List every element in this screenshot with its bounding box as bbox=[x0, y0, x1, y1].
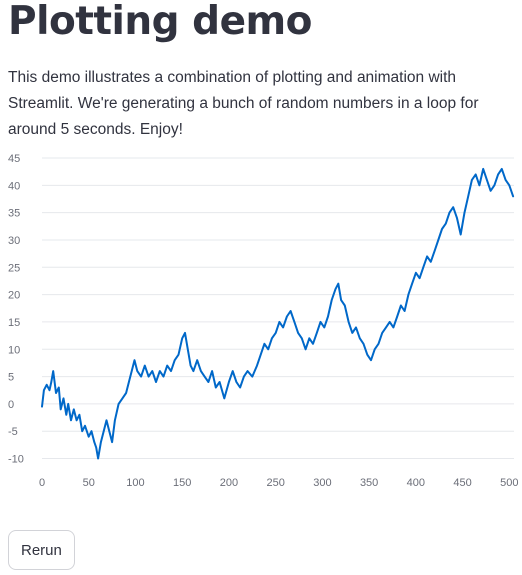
x-tick-label: 200 bbox=[220, 477, 238, 489]
y-tick-label: 20 bbox=[8, 290, 20, 302]
x-tick-label: 50 bbox=[83, 477, 95, 489]
y-tick-label: 45 bbox=[8, 153, 20, 165]
rerun-button[interactable]: Rerun bbox=[8, 530, 75, 570]
x-tick-label: 400 bbox=[407, 477, 425, 489]
x-tick-label: 0 bbox=[39, 477, 45, 489]
y-tick-label: -5 bbox=[8, 426, 18, 438]
line-chart[interactable]: -10 -5 0 5 10 15 20 25 30 35 40 45 0 50 100 150 200 250 30… bbox=[8, 152, 522, 492]
y-tick-label: 5 bbox=[8, 372, 14, 384]
series-line[interactable] bbox=[41, 167, 515, 460]
y-tick-label: 0 bbox=[8, 399, 14, 411]
page-title: Plotting demo bbox=[8, 0, 312, 44]
y-tick-label: 30 bbox=[8, 235, 20, 247]
y-tick-label: 35 bbox=[8, 208, 20, 220]
x-tick-label: 500 bbox=[500, 477, 518, 489]
x-tick-label: 300 bbox=[313, 477, 331, 489]
y-tick-label: 15 bbox=[8, 317, 20, 329]
x-tick-label: 150 bbox=[173, 477, 191, 489]
x-tick-label: 100 bbox=[126, 477, 144, 489]
y-tick-label: 25 bbox=[8, 262, 20, 274]
x-tick-label: 450 bbox=[453, 477, 471, 489]
y-tick-label: -10 bbox=[8, 454, 24, 466]
x-tick-label: 350 bbox=[360, 477, 378, 489]
page-description: This demo illustrates a combination of p… bbox=[8, 69, 479, 138]
y-tick-label: 10 bbox=[8, 344, 20, 356]
x-tick-label: 250 bbox=[266, 477, 284, 489]
y-tick-label: 40 bbox=[8, 180, 20, 192]
